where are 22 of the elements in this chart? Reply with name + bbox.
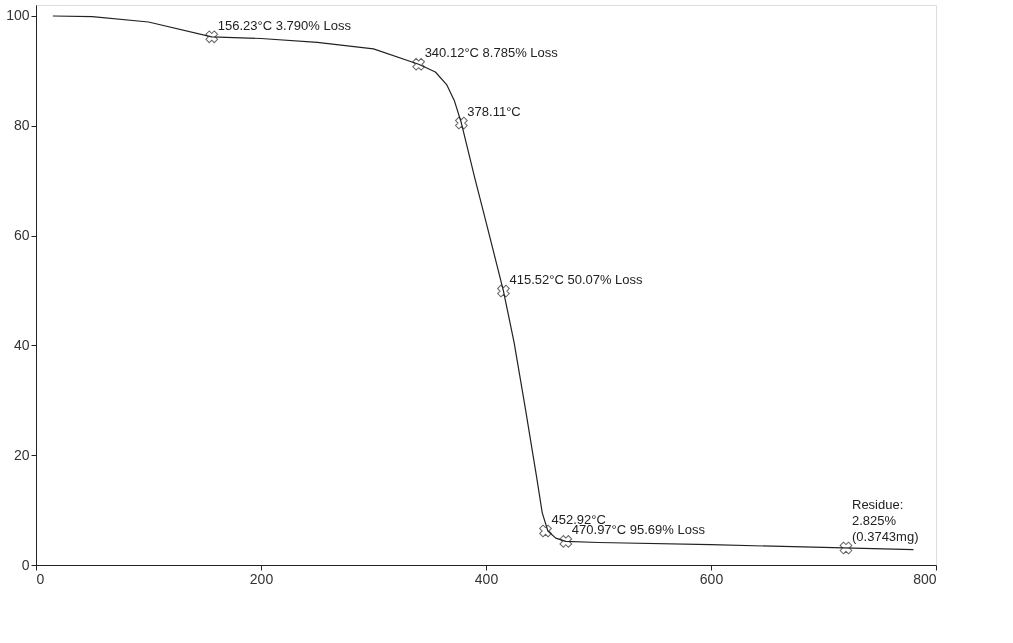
x-tick-label: 200 (249, 570, 274, 587)
x-tick-label: 0 (36, 570, 45, 587)
point (455, 116, 468, 130)
annotation: 340.12°C 8.785% Loss (424, 45, 559, 61)
annotation: 156.23°C 3.790% Loss (217, 17, 352, 33)
y-tick-label: 100 (6, 7, 30, 24)
annotation: 415.52°C 50.07% Loss (509, 272, 644, 288)
y-tick-label: 20 (13, 446, 30, 463)
y-tick-label: 60 (13, 227, 30, 244)
x-tick-label: 800 (913, 570, 937, 587)
point (412, 57, 425, 71)
y-tick-label: 40 (13, 336, 30, 353)
y-tick-label: 0 (21, 556, 30, 573)
x-tick-label: 600 (699, 570, 724, 587)
point (497, 284, 510, 298)
annotation: 452.92°C (551, 511, 606, 527)
y-tick-label: 80 (13, 117, 30, 134)
point (559, 535, 573, 548)
annotation: Residue: 2.825% (0.3743mg) (852, 496, 919, 544)
x-tick-label: 400 (474, 570, 499, 587)
point (205, 30, 219, 44)
annotation: 378.11°C (467, 104, 521, 120)
